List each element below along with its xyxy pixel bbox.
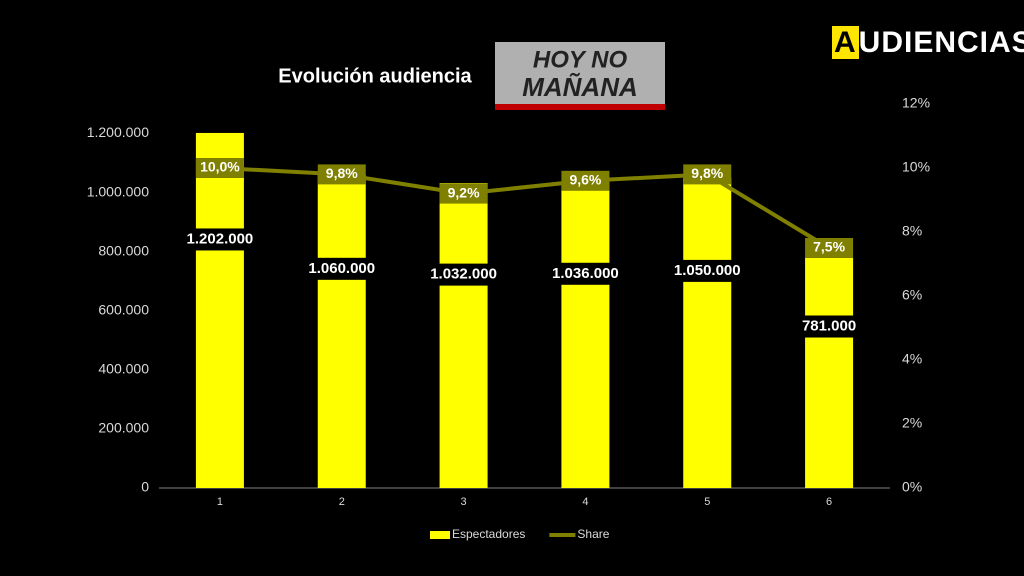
bar — [805, 257, 854, 488]
logo-line: MAÑANA — [522, 72, 638, 102]
y-tick-label: 400.000 — [98, 361, 149, 377]
line — [219, 166, 831, 250]
logo-stripe — [495, 104, 665, 110]
bar — [195, 132, 244, 488]
legend-label: Share — [577, 527, 609, 541]
data-label: 1.032.000 — [430, 266, 497, 283]
bar — [317, 174, 366, 488]
data-label-bg — [317, 164, 366, 185]
y2-tick-label: 8% — [902, 223, 922, 239]
data-label-bg — [683, 164, 732, 185]
y-tick-label: 0 — [141, 479, 149, 495]
chart-title: Evolución audiencia — [278, 65, 472, 87]
data-label-bg — [561, 170, 610, 191]
y-tick-label: 1.200.000 — [87, 124, 149, 140]
data-label-bg — [303, 257, 380, 280]
x-tick-label: 1 — [217, 496, 223, 508]
y-tick-label: 800.000 — [98, 242, 149, 258]
data-label-bg — [195, 158, 244, 178]
y2-tick-label: 4% — [902, 351, 922, 367]
bar — [683, 177, 732, 488]
y2-tick-label: 10% — [902, 159, 930, 175]
data-label: 1.202.000 — [187, 230, 254, 247]
brand: AUDIENCIAS — [834, 26, 1024, 59]
logo-line: HOY NO — [533, 46, 628, 73]
data-label: 7,5% — [813, 239, 845, 255]
logo-box — [495, 42, 665, 110]
x-tick-label: 4 — [582, 496, 588, 508]
legend-swatch — [430, 531, 450, 539]
data-label: 1.060.000 — [308, 260, 375, 277]
x-tick-label: 6 — [826, 496, 832, 508]
data-label: 781.000 — [802, 317, 856, 334]
data-label-bg — [791, 315, 868, 338]
data-label-bg — [669, 259, 746, 282]
data-label: 9,2% — [448, 184, 480, 200]
y2-tick-label: 12% — [902, 95, 930, 111]
data-label-bg — [547, 262, 624, 285]
data-label: 1.050.000 — [674, 262, 741, 279]
data-label: 10,0% — [200, 159, 240, 175]
legend-label: Espectadores — [452, 527, 525, 541]
x-tick-label: 3 — [461, 496, 467, 508]
data-label: 9,8% — [691, 165, 723, 181]
y2-tick-label: 6% — [902, 287, 922, 303]
bar — [439, 183, 488, 488]
y-tick-label: 600.000 — [98, 301, 149, 317]
data-label-bg — [805, 238, 854, 258]
bar — [561, 181, 610, 488]
y-tick-label: 200.000 — [98, 420, 149, 436]
data-label-bg — [181, 228, 258, 251]
y2-tick-label: 2% — [902, 415, 922, 431]
data-label-bg — [425, 263, 502, 286]
y2-tick-label: 0% — [902, 479, 922, 495]
y-tick-label: 1.000.000 — [87, 183, 149, 199]
data-label: 9,6% — [569, 172, 601, 188]
data-label: 1.036.000 — [552, 265, 619, 282]
x-tick-label: 2 — [339, 496, 345, 508]
data-label: 9,8% — [326, 165, 358, 181]
x-tick-label: 5 — [704, 496, 710, 508]
data-label-bg — [439, 183, 488, 204]
